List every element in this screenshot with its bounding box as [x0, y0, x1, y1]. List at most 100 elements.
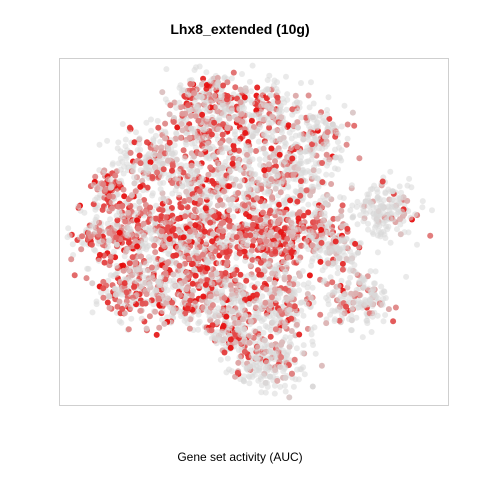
cell-point	[237, 99, 244, 106]
cell-point	[320, 141, 327, 148]
cell-point	[131, 283, 138, 290]
cell-point	[351, 262, 358, 268]
cell-point	[335, 264, 342, 271]
cell-point	[367, 268, 374, 275]
cell-point	[175, 175, 182, 182]
cell-point	[246, 213, 253, 220]
cell-point	[158, 228, 165, 235]
cell-point	[338, 123, 345, 130]
cell-point	[263, 286, 270, 293]
cell-point	[387, 188, 394, 195]
cell-point	[328, 171, 335, 178]
cell-point	[249, 133, 256, 140]
cell-point	[64, 234, 71, 241]
cell-point	[298, 242, 305, 249]
cell-point	[246, 301, 253, 307]
cell-point	[127, 226, 134, 233]
cell-point	[204, 265, 211, 272]
cell-point	[203, 193, 209, 200]
cell-point	[309, 234, 315, 241]
cell-point	[200, 75, 207, 82]
cell-point	[228, 287, 235, 294]
cell-point	[100, 169, 107, 176]
cell-point	[173, 130, 180, 136]
cell-point	[192, 144, 199, 151]
cell-point	[119, 121, 126, 127]
cell-point	[147, 280, 154, 287]
cell-point	[152, 308, 159, 315]
cell-point	[267, 373, 274, 380]
cell-point	[343, 303, 349, 310]
cell-point	[225, 137, 232, 144]
cell-point	[213, 270, 220, 277]
cell-point	[183, 286, 190, 293]
cell-point	[382, 212, 389, 219]
cell-point	[132, 188, 139, 195]
cell-point	[202, 281, 209, 288]
cell-point	[301, 371, 308, 378]
cell-point	[295, 226, 301, 233]
cell-point	[215, 276, 222, 283]
cell-point	[347, 207, 354, 214]
cell-point	[214, 184, 221, 191]
cell-point	[305, 136, 312, 143]
cell-point	[104, 137, 111, 144]
cell-point	[324, 111, 331, 118]
cell-point	[122, 136, 129, 143]
cell-point	[137, 160, 144, 167]
cell-point	[329, 247, 336, 254]
cell-point	[266, 307, 273, 313]
cell-point	[348, 327, 355, 334]
cell-point	[377, 213, 384, 220]
cell-point	[307, 228, 314, 235]
cell-point	[263, 312, 270, 319]
cell-point	[364, 317, 371, 324]
cell-point	[289, 370, 296, 377]
cell-point	[281, 365, 288, 372]
cell-point	[106, 230, 113, 236]
cell-point	[235, 138, 242, 145]
cell-point	[214, 202, 221, 209]
cell-point	[264, 77, 271, 83]
cell-point	[374, 249, 381, 256]
cell-point	[272, 286, 278, 293]
cell-point	[256, 306, 263, 313]
cell-point	[250, 237, 257, 244]
cell-point	[288, 328, 295, 334]
cell-point	[397, 221, 404, 228]
cell-point	[179, 87, 186, 94]
cell-point	[293, 321, 300, 328]
cell-point	[303, 237, 310, 244]
cell-point	[407, 214, 414, 221]
cell-point	[242, 164, 249, 170]
cell-point	[294, 119, 301, 126]
cell-point	[69, 241, 76, 248]
cell-point	[297, 149, 304, 156]
cell-point	[306, 104, 313, 111]
cell-point	[284, 167, 291, 174]
cell-point	[220, 121, 227, 128]
cell-point	[309, 255, 316, 262]
cell-point	[360, 206, 367, 213]
cell-point	[239, 177, 245, 184]
cell-point	[374, 189, 381, 196]
cell-point	[165, 250, 172, 257]
cell-point	[192, 300, 199, 307]
cell-point	[151, 163, 158, 170]
cell-point	[302, 243, 309, 250]
cell-point	[101, 259, 108, 266]
cell-point	[252, 171, 259, 178]
cell-point	[216, 190, 222, 197]
cell-point	[396, 183, 403, 190]
cell-point	[88, 241, 95, 248]
cell-point	[154, 117, 161, 124]
cell-point	[266, 276, 273, 283]
cell-point	[143, 325, 150, 332]
cell-point	[153, 215, 160, 222]
cell-point	[172, 232, 179, 239]
cell-point	[243, 196, 250, 203]
cell-point	[290, 122, 297, 129]
cell-point	[80, 240, 87, 247]
cell-point	[162, 264, 169, 271]
cell-point	[252, 215, 259, 222]
